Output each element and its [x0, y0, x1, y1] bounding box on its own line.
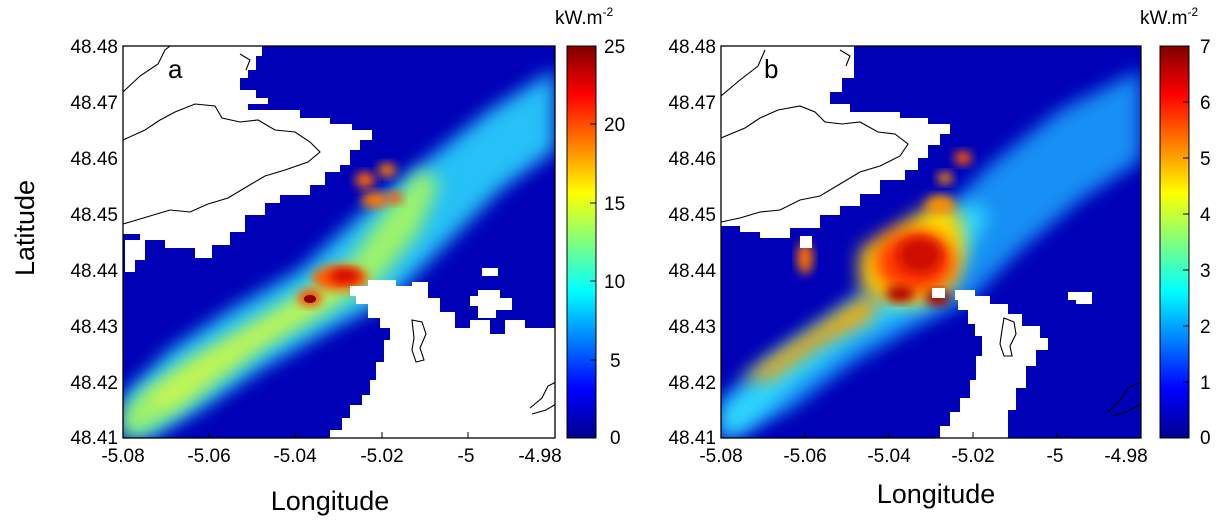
- frame-a: [122, 45, 556, 439]
- x-tick-label: -5.08: [699, 446, 742, 467]
- y-tick-label: 48.48: [70, 37, 118, 58]
- colorbar-tick-label: 0: [610, 428, 621, 449]
- y-tick-label: 48.42: [70, 373, 118, 394]
- panel-b: b -5.08 -5.06 -5.04 -5.02 -5 -4.98 48.48…: [668, 5, 1211, 509]
- y-axis-label: Latitude: [10, 180, 40, 276]
- y-tick-label: 48.48: [668, 37, 716, 58]
- x-tick-label: -5.04: [273, 446, 317, 467]
- colorbar-a: 25 20 15 10 5 0 kW.m-2: [555, 5, 625, 449]
- colorbar-tick-label: 4: [1200, 205, 1211, 226]
- colorbar-unit-a: kW.m-2: [555, 5, 613, 29]
- x-tick-label: -5.02: [360, 446, 403, 467]
- y-tick-label: 48.44: [70, 261, 118, 282]
- y-tick-label: 48.41: [668, 428, 716, 449]
- colorbar-tick-label: 15: [604, 194, 625, 215]
- colorbar-tick-label: 5: [610, 351, 621, 372]
- colorbar-tick-label: 6: [1200, 93, 1211, 114]
- y-tick-label: 48.46: [70, 149, 118, 170]
- y-tick-label: 48.47: [70, 93, 118, 114]
- colorbar-b: 7 6 5 4 3 2 1 0 kW.m-2: [1140, 5, 1211, 449]
- x-tick-label: -5.06: [783, 446, 826, 467]
- colorbar-tick-label: 2: [1200, 317, 1211, 338]
- x-tick-label: -4.98: [1104, 446, 1147, 467]
- frame-b: [720, 45, 1142, 439]
- panel-a: a -5.08 -5.06 -5.04 -5.02 -5 -4.98 48.48…: [10, 5, 625, 516]
- y-tick-label: 48.45: [70, 205, 118, 226]
- x-tick-label: -5: [458, 446, 475, 467]
- x-tick-label: -5.02: [951, 446, 994, 467]
- x-axis-label-a: Longitude: [271, 486, 390, 516]
- colorbar-b-ticks: 7 6 5 4 3 2 1 0: [1183, 37, 1211, 449]
- x-tick-label: -4.98: [518, 446, 561, 467]
- y-ticks-b: 48.48 48.47 48.46 48.45 48.44 48.43 48.4…: [668, 37, 716, 449]
- y-tick-label: 48.43: [70, 317, 118, 338]
- x-tick-label: -5.04: [867, 446, 911, 467]
- colorbar-tick-label: 3: [1200, 261, 1211, 282]
- colorbar-tick-label: 10: [604, 272, 625, 293]
- heatmap-a: [123, 46, 555, 438]
- x-tick-label: -5.08: [101, 446, 144, 467]
- y-tick-label: 48.47: [668, 93, 716, 114]
- y-ticks-a: 48.48 48.47 48.46 48.45 48.44 48.43 48.4…: [70, 37, 118, 449]
- y-tick-label: 48.41: [70, 428, 118, 449]
- colorbar-a-ticks: 25 20 15 10 5 0: [590, 37, 625, 449]
- panel-letter-a: a: [168, 54, 183, 84]
- y-tick-label: 48.43: [668, 317, 716, 338]
- colorbar-tick-label: 5: [1200, 149, 1211, 170]
- colorbar-tick-label: 1: [1200, 373, 1211, 394]
- colorbar-unit-b: kW.m-2: [1140, 5, 1198, 29]
- y-tick-label: 48.46: [668, 149, 716, 170]
- x-axis-label-b: Longitude: [877, 479, 996, 509]
- panel-letter-b: b: [764, 54, 778, 84]
- colorbar-tick-label: 7: [1200, 37, 1211, 58]
- y-tick-label: 48.44: [668, 261, 716, 282]
- x-ticks-a: -5.08 -5.06 -5.04 -5.02 -5 -4.98: [101, 432, 562, 467]
- colorbar-tick-label: 20: [604, 115, 625, 136]
- x-ticks-b: -5.08 -5.06 -5.04 -5.02 -5 -4.98: [699, 432, 1148, 467]
- colorbar-tick-label: 25: [604, 37, 625, 58]
- x-tick-label: -5.06: [187, 446, 230, 467]
- x-tick-label: -5: [1047, 446, 1064, 467]
- heatmap-b: [721, 46, 1141, 438]
- y-tick-label: 48.45: [668, 205, 716, 226]
- colorbar-tick-label: 0: [1200, 428, 1211, 449]
- y-tick-label: 48.42: [668, 373, 716, 394]
